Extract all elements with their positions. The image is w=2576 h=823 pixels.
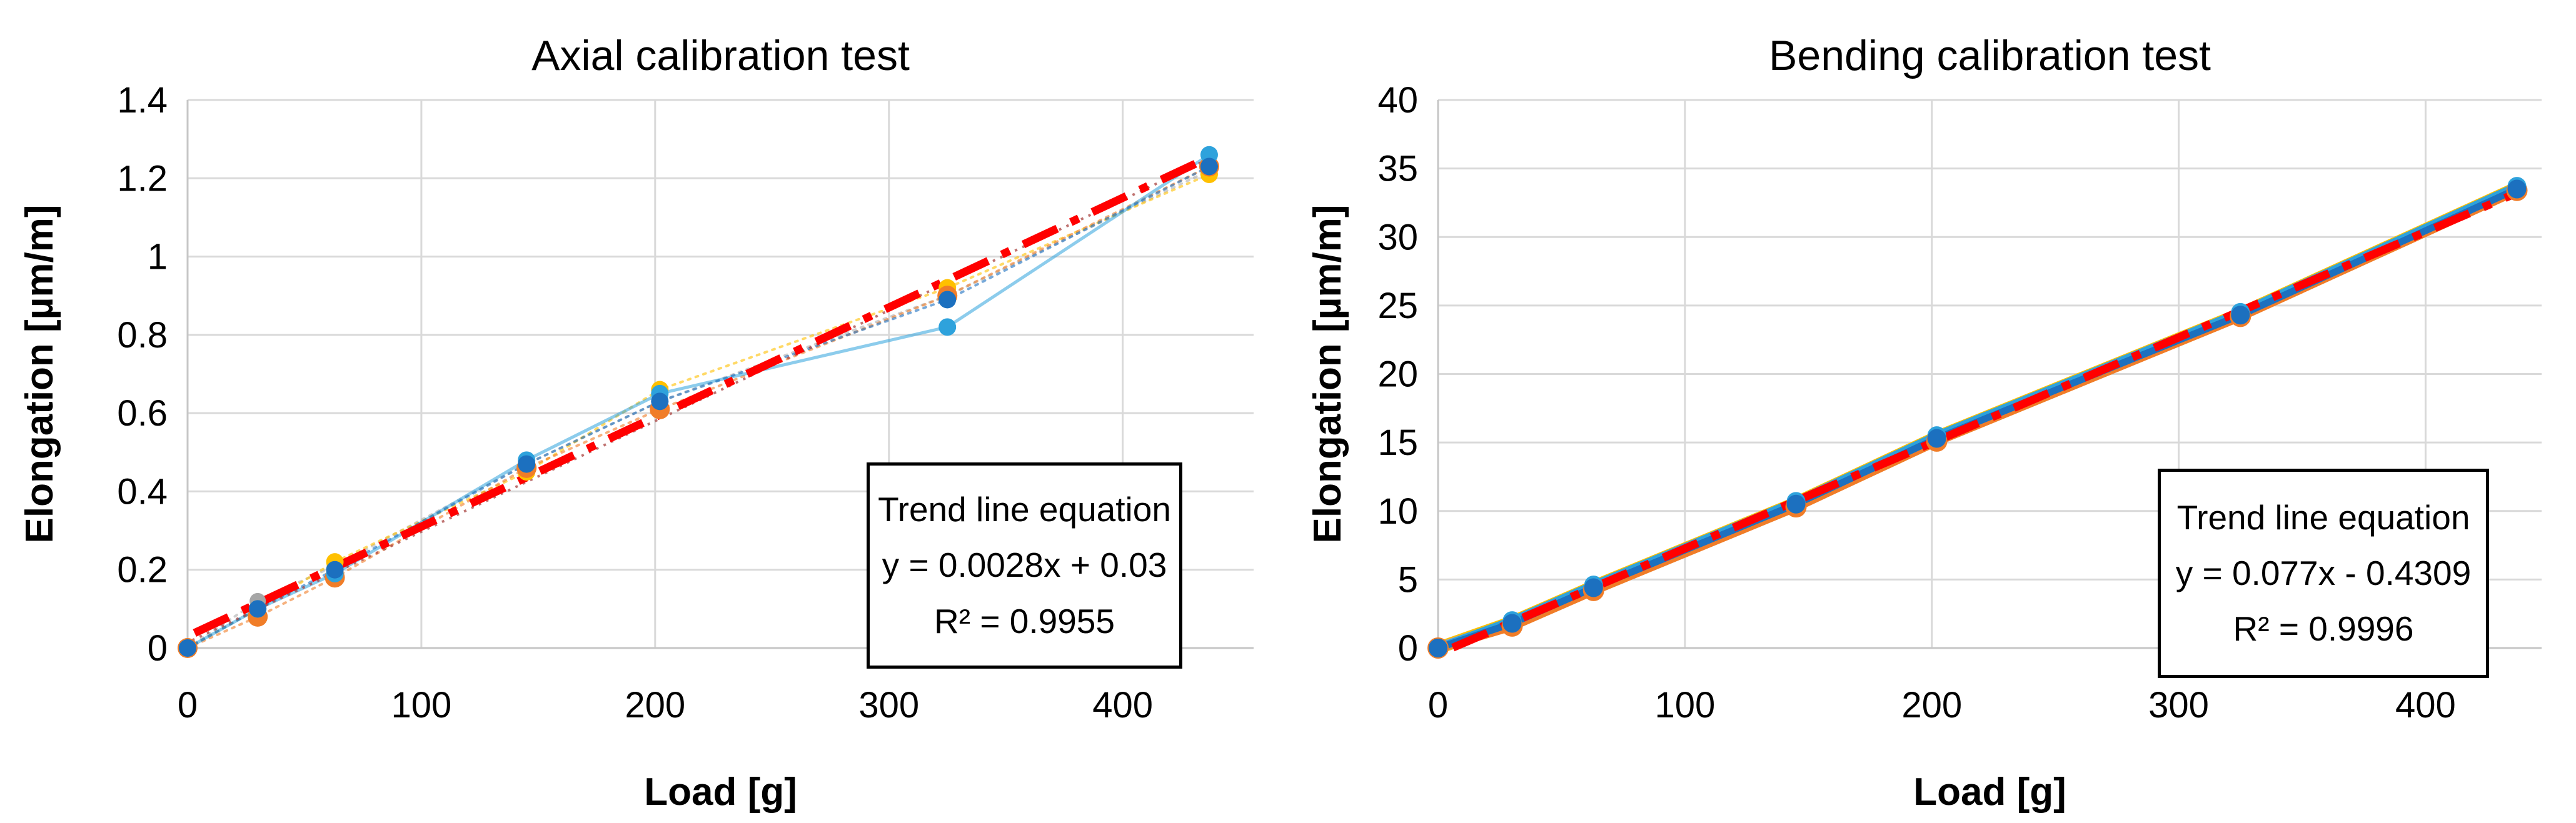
trend-box-equation: y = 0.077x - 0.4309 bbox=[2175, 553, 2472, 592]
x-axis-title: Load [g] bbox=[644, 771, 797, 814]
y-axis-title: Elongation [µm/m] bbox=[1306, 204, 1349, 543]
y-tick-label: 0.2 bbox=[117, 550, 168, 591]
bending-trend-equation-box: Trend line equation y = 0.077x - 0.4309 … bbox=[2158, 469, 2489, 678]
y-tick-label: 40 bbox=[1377, 80, 1418, 121]
y-tick-label: 0 bbox=[148, 628, 168, 669]
trend-box-r2: R² = 0.9955 bbox=[934, 601, 1115, 641]
y-tick-label: 35 bbox=[1377, 149, 1418, 189]
y-tick-label: 25 bbox=[1377, 286, 1418, 326]
x-tick-label: 300 bbox=[2148, 685, 2209, 726]
trend-line bbox=[193, 152, 1214, 637]
y-tick-label: 0.6 bbox=[117, 393, 168, 434]
series-blue-marker bbox=[1200, 157, 1218, 176]
y-tick-label: 10 bbox=[1377, 491, 1418, 532]
series-blue-marker bbox=[326, 561, 344, 579]
series-blue-marker bbox=[2231, 306, 2250, 325]
trend-box-title: Trend line equation bbox=[878, 490, 1171, 529]
series-blue-marker bbox=[179, 639, 196, 657]
trend-box-equation: y = 0.0028x + 0.03 bbox=[882, 546, 1167, 585]
chart-title: Axial calibration test bbox=[531, 32, 910, 79]
series-lightblue-marker bbox=[938, 318, 957, 336]
gridlines bbox=[1437, 99, 2542, 649]
series-blue-marker bbox=[938, 291, 957, 309]
x-tick-label: 300 bbox=[858, 685, 919, 726]
trend-box-title: Trend line equation bbox=[2176, 497, 2470, 537]
y-tick-label: 5 bbox=[1398, 559, 1418, 600]
series-blue-marker bbox=[1786, 494, 1806, 514]
chart-title: Bending calibration test bbox=[1769, 32, 2211, 79]
x-tick-label: 100 bbox=[391, 685, 452, 726]
series-blue-marker bbox=[518, 455, 536, 473]
y-tick-label: 15 bbox=[1377, 422, 1418, 463]
x-tick-label: 400 bbox=[2395, 685, 2456, 726]
series-blue-marker bbox=[1429, 639, 1447, 657]
series-markers bbox=[1427, 177, 2528, 659]
x-tick-label: 0 bbox=[1428, 685, 1448, 726]
series-blue-marker bbox=[1502, 614, 1522, 633]
axial-chart-panel: Axial calibration test 0 100 200 300 400 0 0.2 0… bbox=[18, 32, 1254, 814]
y-tick-label: 1.2 bbox=[117, 158, 168, 199]
series-blue-marker bbox=[249, 600, 267, 618]
x-tick-label: 200 bbox=[1901, 685, 1962, 726]
x-tick-label: 400 bbox=[1092, 685, 1153, 726]
y-tick-label: 0.8 bbox=[117, 315, 168, 356]
bending-chart-svg: Bending calibration test 0 100 200 300 400 0 5 1… bbox=[1306, 32, 2542, 814]
y-tick-label: 30 bbox=[1377, 217, 1418, 257]
y-tick-label: 20 bbox=[1377, 354, 1418, 395]
axial-trend-equation-box: Trend line equation y = 0.0028x + 0.03 R… bbox=[867, 462, 1182, 669]
series-blue-marker bbox=[651, 392, 669, 411]
y-tick-label: 0.4 bbox=[117, 471, 168, 512]
series-markers bbox=[178, 146, 1219, 658]
y-tick-label: 0 bbox=[1398, 628, 1418, 669]
y-axis-title: Elongation [µm/m] bbox=[18, 204, 61, 543]
x-axis-title: Load [g] bbox=[1913, 771, 2066, 814]
x-tick-label: 100 bbox=[1654, 685, 1715, 726]
x-tick-label: 0 bbox=[178, 685, 198, 726]
x-tick-label: 200 bbox=[625, 685, 685, 726]
bending-chart-panel: Bending calibration test 0 100 200 300 400 0 5 1… bbox=[1288, 0, 2576, 823]
series-blue-marker bbox=[2507, 179, 2527, 199]
series-blue-marker bbox=[1584, 578, 1603, 597]
axial-chart-svg: Axial calibration test 0 100 200 300 400 0 0.2 0… bbox=[18, 32, 1254, 814]
series-blue-marker bbox=[1927, 429, 1946, 448]
y-tick-label: 1 bbox=[148, 237, 168, 277]
y-tick-label: 1.4 bbox=[117, 80, 168, 121]
trend-box-r2: R² = 0.9996 bbox=[2233, 609, 2414, 649]
